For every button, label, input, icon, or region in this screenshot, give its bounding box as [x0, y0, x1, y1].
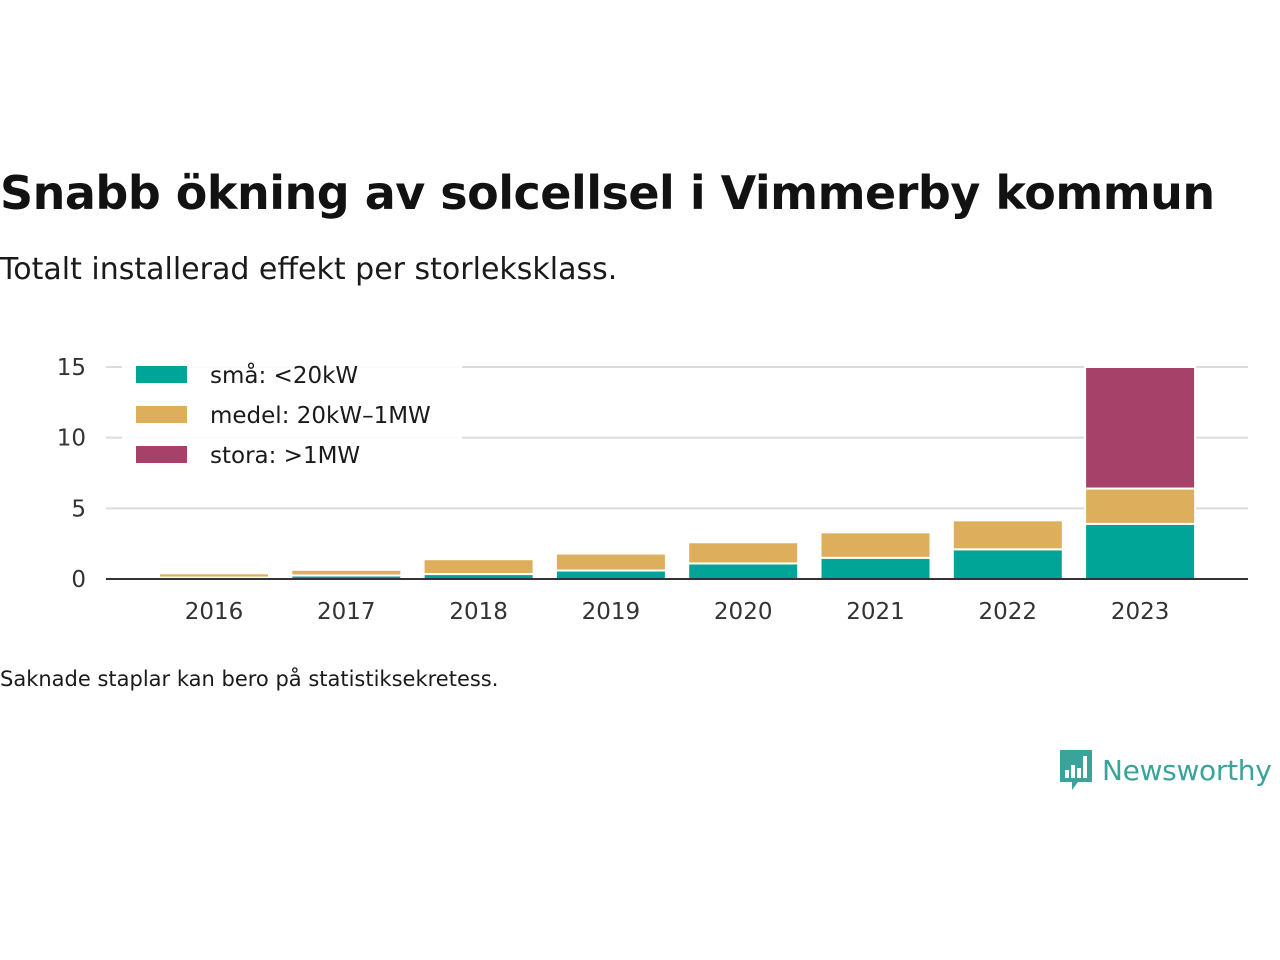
y-tick-label: 10: [57, 426, 86, 452]
bar-segment: [1084, 366, 1197, 490]
chart-subtitle: Totalt installerad effekt per storlekskl…: [0, 252, 618, 287]
bar-segment: [819, 556, 932, 581]
x-tick-label: 2016: [185, 599, 244, 625]
y-axis-ticks: 0 5 10 15: [57, 355, 86, 593]
legend-label: små: <20kW: [210, 361, 358, 389]
x-tick-label: 2018: [449, 599, 508, 625]
bar-segment: [951, 548, 1064, 581]
bar-segment: [158, 572, 270, 579]
x-tick-label: 2020: [714, 599, 773, 625]
newsworthy-logo-icon: [1060, 750, 1092, 790]
bar-segment: [1084, 522, 1197, 581]
x-tick-label: 2019: [582, 599, 641, 625]
y-tick-label: 15: [57, 355, 86, 381]
chart-title: Snabb ökning av solcellsel i Vimmerby ko…: [0, 166, 1215, 220]
bars: [158, 366, 1197, 581]
x-axis-ticks: 2016 2017 2018 2019 2020 2021 2022 2023: [185, 599, 1170, 625]
bar-segment: [554, 552, 667, 572]
bar-segment: [819, 531, 932, 559]
x-tick-label: 2021: [846, 599, 905, 625]
legend-swatch: [136, 406, 187, 423]
legend-swatch: [136, 446, 187, 463]
footnote: Saknade staplar kan bero på statistiksek…: [0, 667, 499, 691]
x-tick-label: 2022: [979, 599, 1038, 625]
bar-segment: [1084, 487, 1197, 525]
bar-segment: [951, 519, 1064, 551]
bar-segment: [422, 558, 535, 576]
legend-label: stora: >1MW: [210, 443, 360, 469]
x-tick-label: 2017: [317, 599, 376, 625]
legend-swatch: [136, 366, 187, 383]
brand-name: Newsworthy: [1102, 753, 1272, 787]
bar-segment: [554, 569, 667, 581]
legend: små: <20kW medel: 20kW–1MW stora: >1MW: [122, 352, 462, 474]
y-tick-label: 0: [71, 567, 86, 593]
brand-logo[interactable]: Newsworthy: [1058, 748, 1272, 792]
bar-segment: [290, 568, 403, 577]
y-tick-label: 5: [71, 496, 86, 522]
legend-label: medel: 20kW–1MW: [210, 403, 431, 429]
x-tick-label: 2023: [1111, 599, 1170, 625]
bar-segment: [687, 541, 800, 565]
bar-segment: [687, 562, 800, 581]
